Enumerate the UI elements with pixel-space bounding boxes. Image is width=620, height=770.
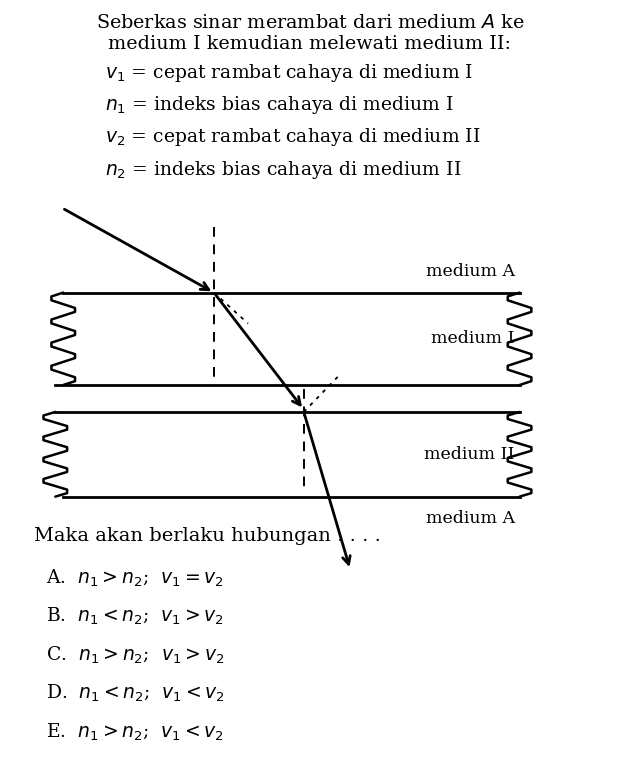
Text: E.  $n_1 > n_2$;  $v_1 < v_2$: E. $n_1 > n_2$; $v_1 < v_2$ — [46, 721, 224, 743]
Text: medium I: medium I — [431, 330, 515, 347]
Text: medium I kemudian melewati medium II:: medium I kemudian melewati medium II: — [108, 35, 511, 52]
Text: medium II: medium II — [424, 446, 515, 463]
Text: medium A: medium A — [425, 510, 515, 527]
Text: D.  $n_1 < n_2$;  $v_1 < v_2$: D. $n_1 < n_2$; $v_1 < v_2$ — [46, 683, 226, 705]
Text: medium A: medium A — [425, 263, 515, 280]
Text: Maka akan berlaku hubungan . . . .: Maka akan berlaku hubungan . . . . — [34, 527, 381, 545]
Text: B.  $n_1 < n_2$;  $v_1 > v_2$: B. $n_1 < n_2$; $v_1 > v_2$ — [46, 606, 224, 628]
Text: $n_2$ = indeks bias cahaya di medium II: $n_2$ = indeks bias cahaya di medium II — [105, 159, 462, 181]
Text: $v_1$ = cepat rambat cahaya di medium I: $v_1$ = cepat rambat cahaya di medium I — [105, 62, 474, 84]
Text: Seberkas sinar merambat dari medium $A$ ke: Seberkas sinar merambat dari medium $A$ … — [95, 14, 525, 32]
Text: $v_2$ = cepat rambat cahaya di medium II: $v_2$ = cepat rambat cahaya di medium II — [105, 126, 481, 149]
Text: C.  $n_1 > n_2$;  $v_1 > v_2$: C. $n_1 > n_2$; $v_1 > v_2$ — [46, 644, 225, 666]
Text: A.  $n_1 > n_2$;  $v_1 = v_2$: A. $n_1 > n_2$; $v_1 = v_2$ — [46, 567, 224, 589]
Text: $n_1$ = indeks bias cahaya di medium I: $n_1$ = indeks bias cahaya di medium I — [105, 94, 454, 116]
